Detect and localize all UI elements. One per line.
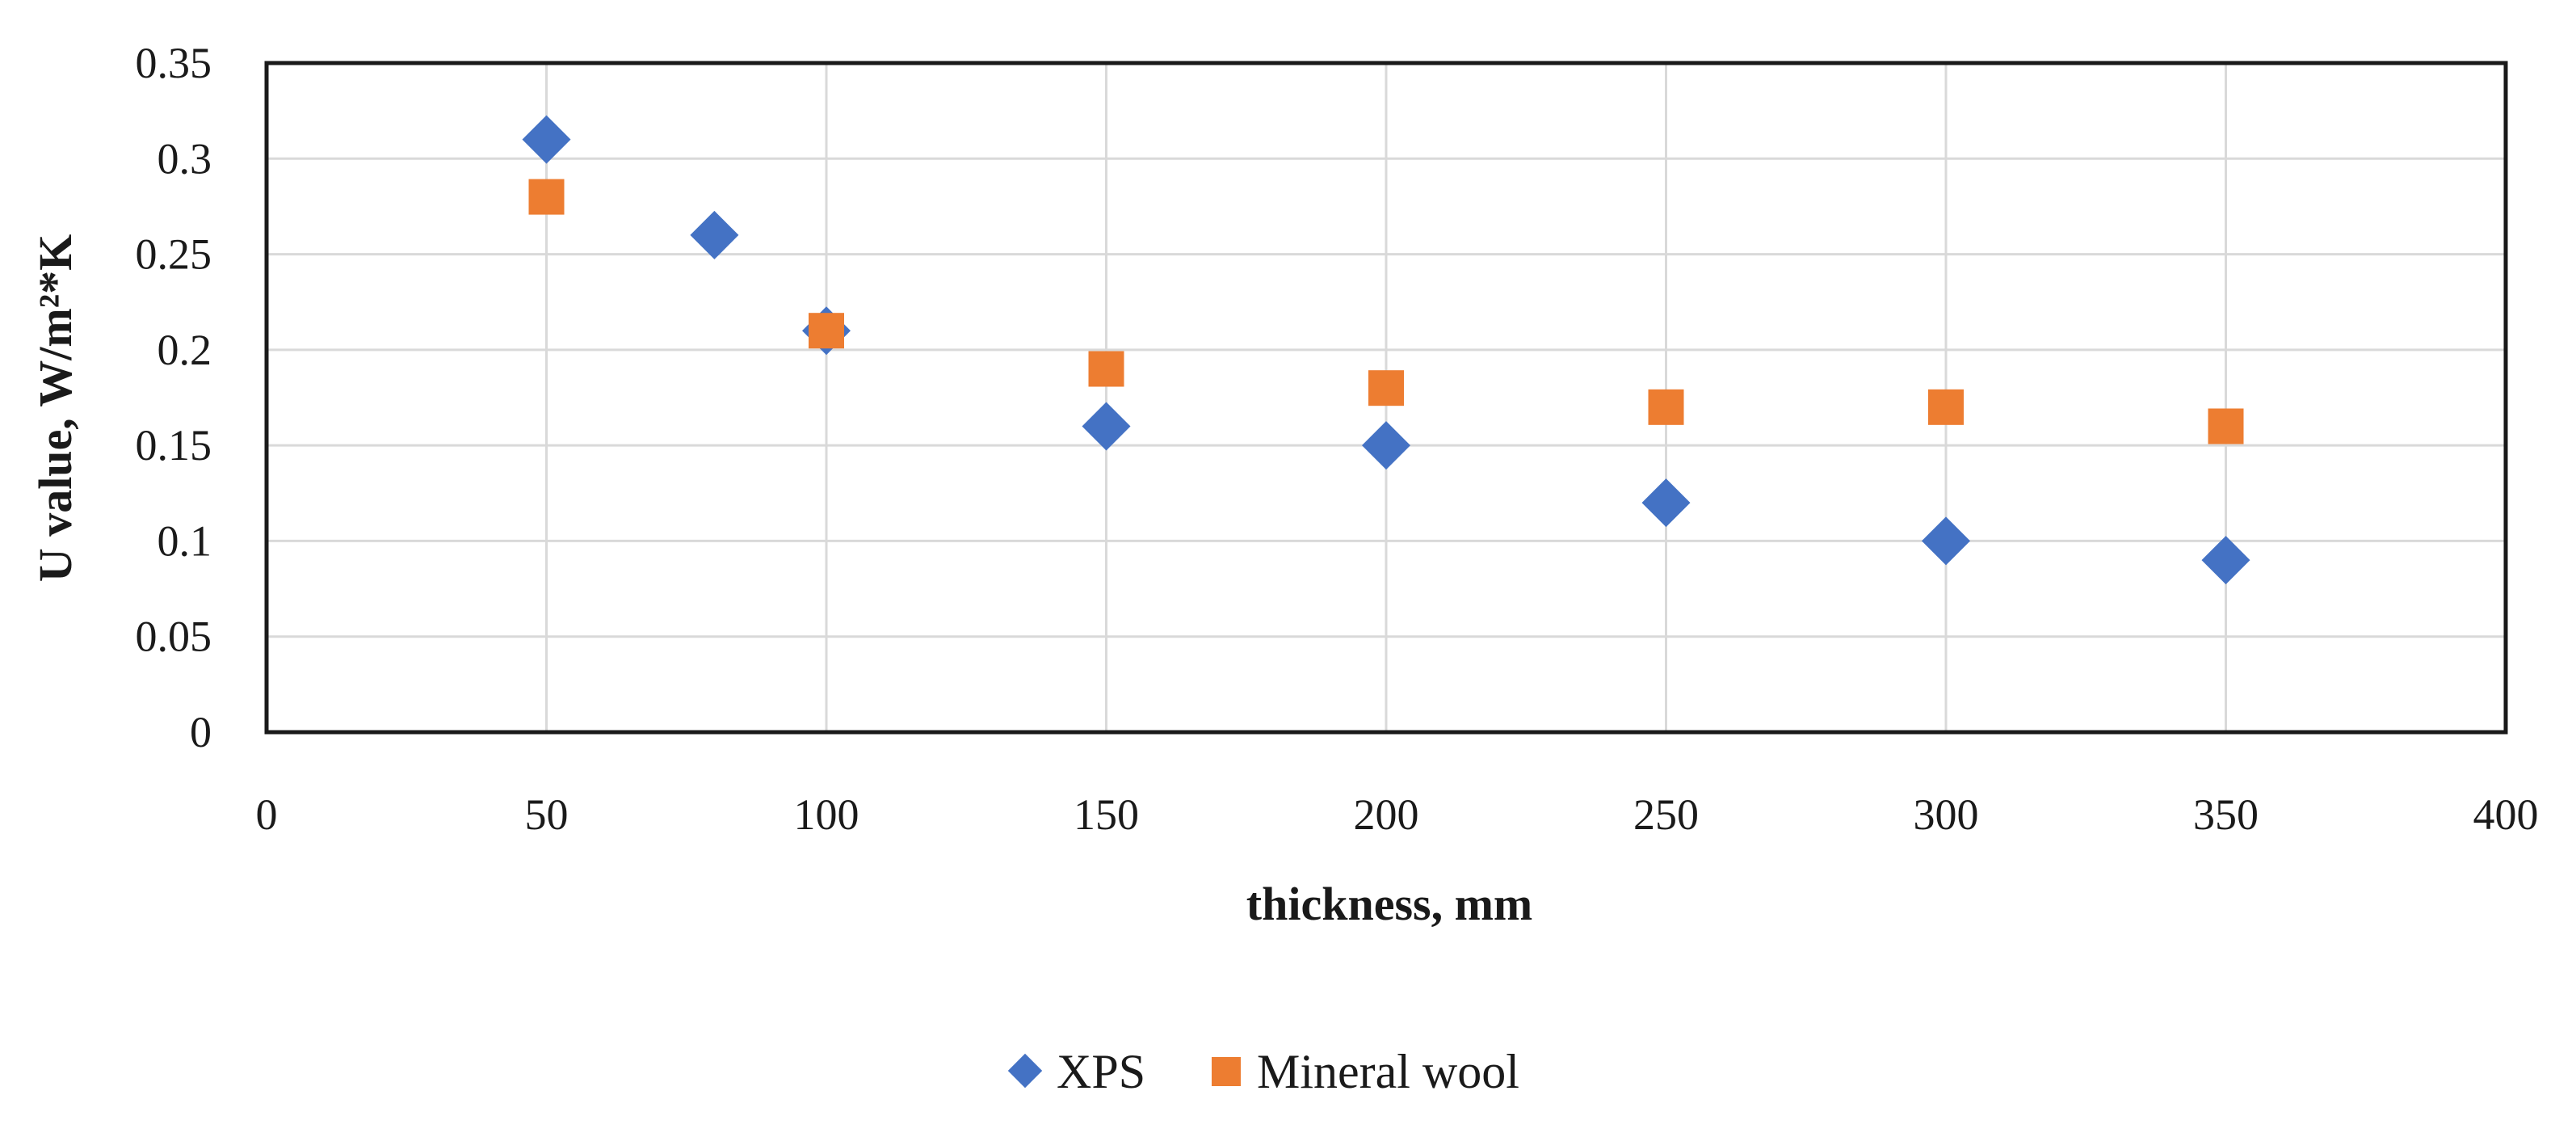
- xps-point: [1641, 478, 1691, 528]
- x-tick-label: 0: [256, 790, 278, 839]
- x-tick-label: 250: [1633, 790, 1699, 839]
- y-tick-label: 0: [190, 708, 212, 756]
- y-tick-label: 0.35: [136, 39, 212, 87]
- plot-area-frame: [264, 61, 2508, 735]
- y-tick-label: 0.1: [158, 516, 212, 565]
- y-tick-label: 0.25: [136, 230, 212, 279]
- mineral-wool-point: [2208, 408, 2244, 444]
- x-tick-label: 50: [525, 790, 569, 839]
- x-tick-label: 150: [1074, 790, 1139, 839]
- mineral-wool-point: [528, 179, 565, 215]
- legend-xps-label: XPS: [1057, 1045, 1145, 1098]
- xps-point: [1922, 516, 1970, 566]
- y-tick-label: 0.05: [136, 613, 212, 661]
- xps-point: [690, 210, 739, 259]
- y-axis-tick-labels: 0 0.05 0.1 0.15 0.2 0.25 0.3 0.35: [136, 39, 212, 756]
- y-axis-title: U value, W/m²*K: [29, 234, 82, 582]
- mineral-wool-point: [1368, 370, 1404, 406]
- mineral-wool-point: [1928, 389, 1964, 425]
- mineral-wool-point: [1648, 389, 1684, 425]
- x-axis-title: thickness, mm: [1246, 878, 1532, 930]
- x-tick-label: 200: [1354, 790, 1419, 839]
- legend-mineral-wool-marker: [1212, 1057, 1241, 1086]
- x-tick-label: 300: [1914, 790, 1979, 839]
- mineral-wool-point: [1088, 351, 1124, 387]
- y-tick-label: 0.15: [136, 421, 212, 470]
- xps-point: [1082, 402, 1131, 451]
- mineral-wool-point: [809, 313, 844, 349]
- xps-point: [522, 115, 571, 164]
- x-tick-label: 100: [794, 790, 859, 839]
- data-markers: [522, 115, 2250, 585]
- legend-mineral-wool-label: Mineral wool: [1257, 1045, 1519, 1098]
- xps-point: [2201, 536, 2250, 585]
- legend-xps-marker: [1007, 1053, 1043, 1089]
- x-tick-label: 350: [2193, 790, 2259, 839]
- grid-lines: [267, 63, 2506, 732]
- x-axis-tick-labels: 0 50 100 150 200 250 300 350 400: [256, 790, 2539, 839]
- y-tick-label: 0.2: [158, 326, 212, 374]
- y-tick-label: 0.3: [158, 134, 212, 183]
- legend: XPS Mineral wool: [1007, 1045, 1519, 1098]
- xps-point: [1362, 421, 1410, 470]
- x-tick-label: 400: [2473, 790, 2539, 839]
